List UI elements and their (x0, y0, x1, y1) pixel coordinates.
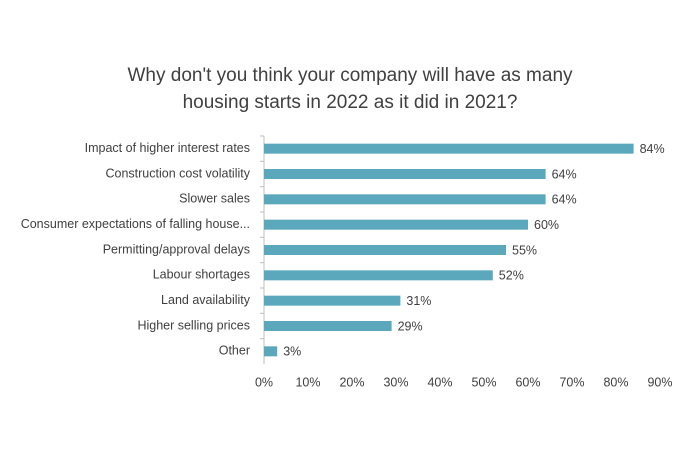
y-tick-label: Permitting/approval delays (103, 242, 250, 256)
data-label: 64% (552, 193, 577, 207)
chart-title: Why don't you think your company will ha… (127, 65, 573, 86)
bar (264, 321, 392, 331)
data-label: 55% (512, 243, 537, 257)
bar (264, 143, 634, 154)
bar (264, 270, 493, 281)
x-tick-label: 0% (255, 375, 273, 389)
y-tick-label: Higher selling prices (137, 318, 250, 332)
y-tick-label: Land availability (161, 293, 251, 307)
x-tick-label: 40% (427, 375, 452, 389)
bar (264, 295, 401, 306)
data-label: 52% (499, 269, 524, 283)
y-tick-label: Slower sales (179, 192, 250, 206)
chart-title: housing starts in 2022 as it did in 2021… (183, 92, 518, 113)
bar (264, 245, 506, 255)
data-label: 3% (283, 345, 301, 359)
y-tick-label: Other (219, 344, 250, 358)
bar (264, 169, 546, 179)
x-tick-label: 70% (559, 375, 584, 389)
data-label: 64% (552, 167, 577, 181)
data-label: 29% (398, 319, 423, 333)
x-tick-label: 60% (515, 375, 540, 389)
bar (264, 194, 546, 205)
data-label: 31% (406, 294, 431, 308)
bar (264, 346, 278, 357)
y-tick-label: Construction cost volatility (105, 166, 250, 180)
x-tick-label: 20% (339, 375, 364, 389)
x-tick-label: 30% (383, 375, 408, 389)
data-label: 60% (534, 218, 559, 232)
y-tick-label: Consumer expectations of falling house..… (21, 217, 250, 231)
y-tick-label: Impact of higher interest rates (85, 141, 250, 155)
y-tick-label: Labour shortages (153, 268, 250, 282)
bar (264, 219, 528, 230)
x-tick-label: 90% (647, 375, 672, 389)
x-tick-label: 10% (295, 375, 320, 389)
x-tick-label: 50% (471, 375, 496, 389)
data-label: 84% (640, 142, 665, 156)
x-tick-label: 80% (603, 375, 628, 389)
